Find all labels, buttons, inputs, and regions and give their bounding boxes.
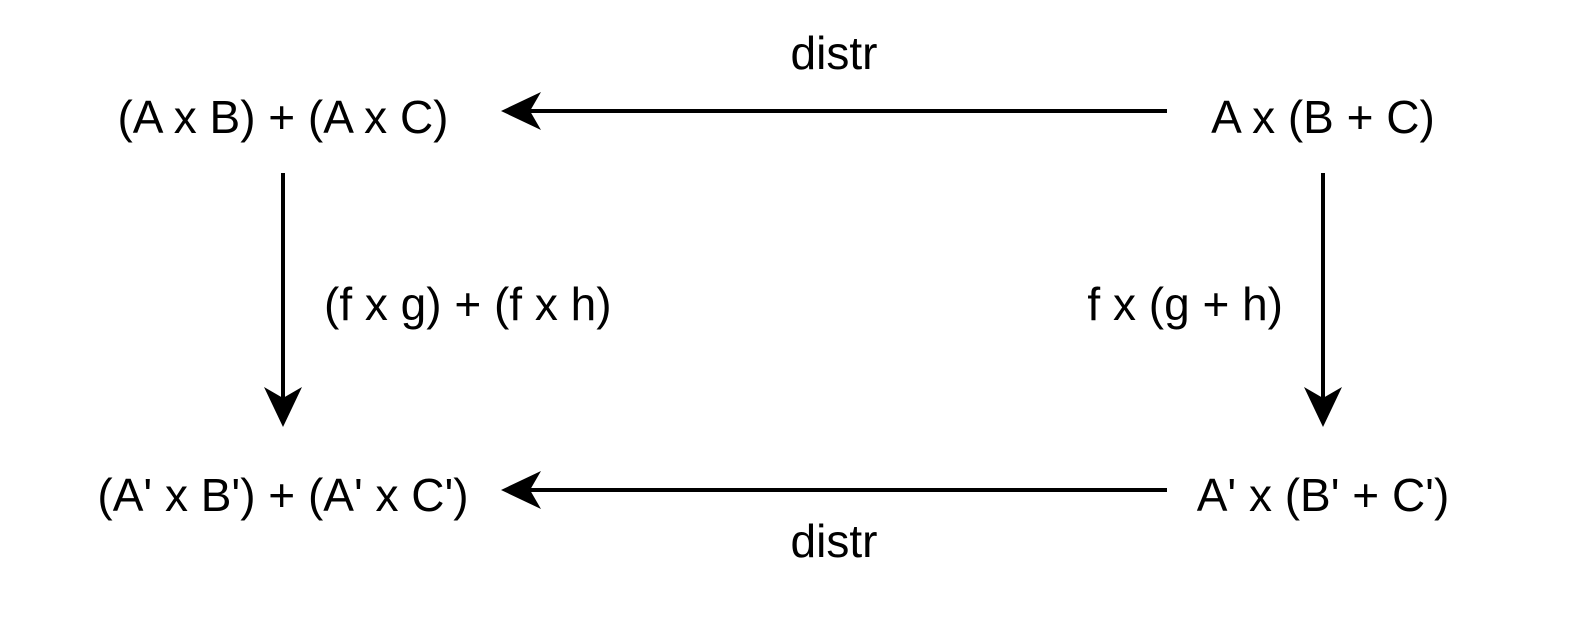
node-bottom-right: A' x (B' + C')	[1197, 469, 1450, 521]
edge-label-bottom: distr	[791, 515, 878, 567]
node-bottom-left: (A' x B') + (A' x C')	[97, 469, 468, 521]
arrow-right-head	[1304, 387, 1342, 427]
node-top-right: A x (B + C)	[1211, 91, 1435, 143]
arrow-left-head	[264, 387, 302, 427]
arrow-right	[1304, 173, 1342, 427]
arrow-bottom-head	[501, 471, 541, 509]
edge-label-right: f x (g + h)	[1087, 278, 1283, 330]
arrow-top-head	[501, 92, 541, 130]
arrow-bottom	[501, 471, 1167, 509]
edge-label-left: (f x g) + (f x h)	[324, 278, 612, 330]
arrow-left	[264, 173, 302, 427]
edge-label-top: distr	[791, 27, 878, 79]
node-top-left: (A x B) + (A x C)	[117, 91, 448, 143]
arrow-top	[501, 92, 1167, 130]
